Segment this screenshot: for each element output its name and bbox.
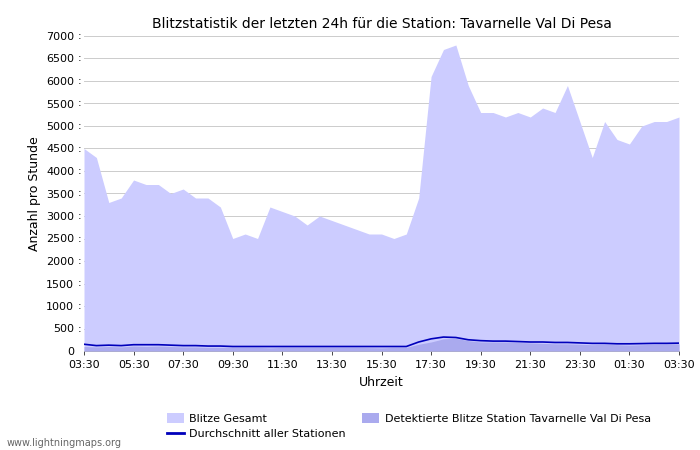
- Text: :: :: [78, 189, 81, 198]
- Text: :: :: [78, 121, 81, 131]
- Text: :: :: [78, 234, 81, 243]
- Text: :: :: [78, 31, 81, 41]
- Text: :: :: [78, 211, 81, 221]
- Y-axis label: Anzahl pro Stunde: Anzahl pro Stunde: [27, 136, 41, 251]
- Text: :: :: [78, 166, 81, 176]
- X-axis label: Uhrzeit: Uhrzeit: [359, 376, 404, 389]
- Text: :: :: [78, 54, 81, 63]
- Text: :: :: [78, 144, 81, 153]
- Title: Blitzstatistik der letzten 24h für die Station: Tavarnelle Val Di Pesa: Blitzstatistik der letzten 24h für die S…: [152, 17, 611, 31]
- Text: :: :: [78, 279, 81, 288]
- Text: www.lightningmaps.org: www.lightningmaps.org: [7, 438, 122, 448]
- Legend: Blitze Gesamt, Durchschnitt aller Stationen, Detektierte Blitze Station Tavarnel: Blitze Gesamt, Durchschnitt aller Statio…: [167, 413, 651, 439]
- Text: :: :: [78, 99, 81, 108]
- Text: :: :: [78, 324, 81, 333]
- Text: :: :: [78, 301, 81, 311]
- Text: :: :: [78, 256, 81, 266]
- Text: :: :: [78, 76, 81, 86]
